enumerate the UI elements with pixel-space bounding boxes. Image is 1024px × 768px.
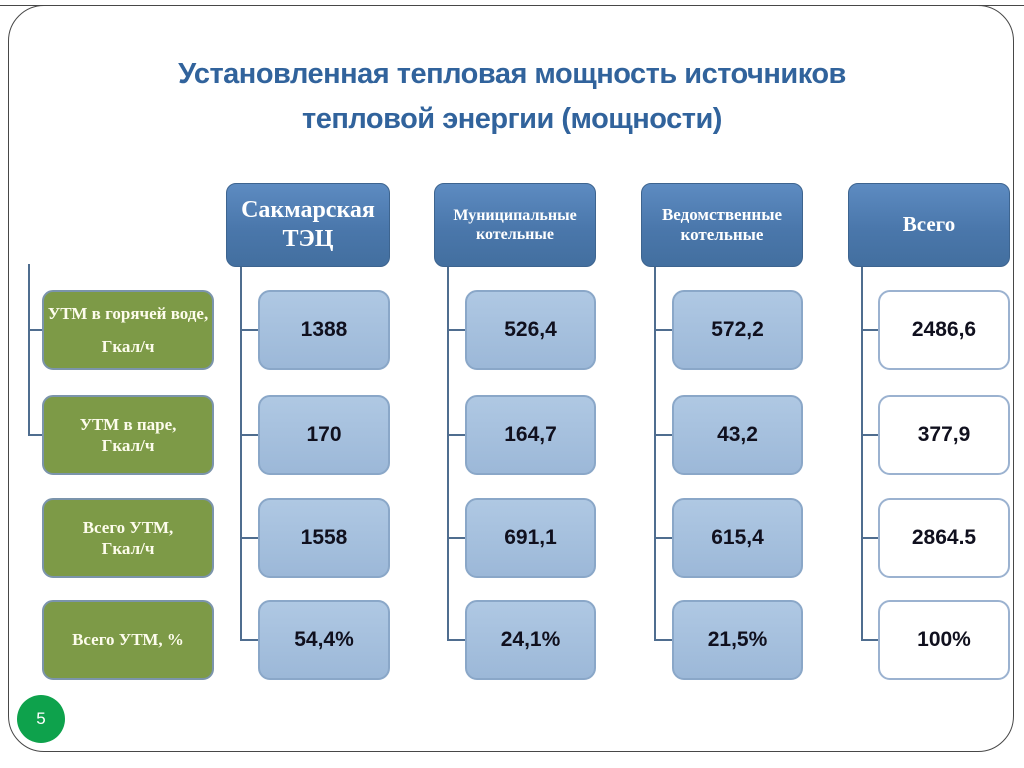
- connector-line: [240, 434, 258, 436]
- row-label-text: Всего УТМ,: [82, 517, 174, 537]
- data-cell: 615,4: [672, 498, 803, 578]
- data-cell: 24,1%: [465, 600, 596, 680]
- row-label-total-utm-gkal: Всего УТМ, Гкал/ч: [42, 498, 214, 578]
- connector-line: [447, 267, 449, 641]
- connector-line: [861, 329, 878, 331]
- connector-line: [240, 537, 258, 539]
- cell-value: 1558: [300, 526, 348, 549]
- connector-line: [654, 639, 672, 641]
- data-cell-total: 377,9: [878, 395, 1010, 475]
- slide-frame-border: [8, 5, 1014, 752]
- connector-line: [447, 537, 465, 539]
- connector-line: [861, 639, 878, 641]
- cell-value: 43,2: [717, 423, 758, 446]
- data-cell: 1388: [258, 290, 390, 370]
- row-label-total-utm-percent: Всего УТМ, %: [42, 600, 214, 680]
- cell-value: 377,9: [917, 423, 971, 446]
- cell-value: 24,1%: [500, 628, 561, 651]
- cell-value: 164,7: [504, 423, 557, 446]
- data-cell: 43,2: [672, 395, 803, 475]
- page-title: Установленная тепловая мощность источник…: [40, 52, 984, 142]
- row-label-text: Всего УТМ, %: [72, 630, 184, 650]
- data-cell: 164,7: [465, 395, 596, 475]
- row-label-text: Гкал/ч: [101, 539, 155, 558]
- data-cell: 526,4: [465, 290, 596, 370]
- data-cell-total: 2864.5: [878, 498, 1010, 578]
- connector-line: [240, 639, 258, 641]
- cell-value: 170: [306, 423, 342, 446]
- connector-line: [240, 329, 258, 331]
- connector-line: [861, 434, 878, 436]
- cell-value: 1388: [300, 318, 348, 341]
- data-cell: 1558: [258, 498, 390, 578]
- connector-line: [447, 639, 465, 641]
- column-header-municipal-boilers: Муниципальные котельные: [434, 183, 596, 267]
- row-label-text: УТМ в горячей воде,: [47, 303, 209, 323]
- page-number-badge: 5: [17, 695, 65, 743]
- connector-line: [28, 434, 42, 436]
- row-label-text: УТМ в паре,: [79, 414, 177, 434]
- column-header-label: Ведомственные котельные: [661, 204, 783, 244]
- data-cell: 170: [258, 395, 390, 475]
- data-cell: 572,2: [672, 290, 803, 370]
- data-cell: 54,4%: [258, 600, 390, 680]
- connector-line: [240, 267, 242, 641]
- cell-value: 54,4%: [294, 628, 354, 651]
- cell-value: 100%: [917, 628, 971, 651]
- data-cell-total: 2486,6: [878, 290, 1010, 370]
- connector-line: [654, 537, 672, 539]
- connector-line: [654, 267, 656, 641]
- cell-value: 2864.5: [911, 526, 977, 549]
- cell-value: 691,1: [504, 526, 557, 549]
- column-header-label: Всего: [902, 212, 956, 237]
- data-cell: 691,1: [465, 498, 596, 578]
- row-label-utm-steam: УТМ в паре, Гкал/ч: [42, 395, 214, 475]
- row-label-text: Гкал/ч: [101, 337, 155, 356]
- connector-line: [861, 267, 863, 641]
- cell-value: 526,4: [504, 318, 557, 341]
- page-number: 5: [36, 709, 46, 728]
- column-header-label: Сакмарская ТЭЦ: [241, 197, 375, 252]
- connector-line: [654, 329, 672, 331]
- column-header-total: Всего: [848, 183, 1010, 267]
- connector-line: [861, 537, 878, 539]
- column-header-sakmarskaya-tec: Сакмарская ТЭЦ: [226, 183, 390, 267]
- column-header-departmental-boilers: Ведомственные котельные: [641, 183, 803, 267]
- cell-value: 21,5%: [707, 628, 768, 651]
- row-label-text: Гкал/ч: [101, 436, 155, 455]
- connector-line: [447, 329, 465, 331]
- connector-line: [28, 329, 42, 331]
- cell-value: 572,2: [711, 318, 764, 341]
- page-title-line1: Установленная тепловая мощность источник…: [178, 58, 846, 90]
- connector-line: [654, 434, 672, 436]
- cell-value: 2486,6: [911, 318, 977, 341]
- column-header-label: Муниципальные котельные: [453, 206, 577, 243]
- row-label-utm-hot-water: УТМ в горячей воде, Гкал/ч: [42, 290, 214, 370]
- connector-line: [447, 434, 465, 436]
- data-cell: 21,5%: [672, 600, 803, 680]
- page-title-line2: тепловой энергии (мощности): [302, 102, 722, 135]
- connector-line: [28, 264, 30, 436]
- cell-value: 615,4: [711, 526, 764, 549]
- data-cell-total: 100%: [878, 600, 1010, 680]
